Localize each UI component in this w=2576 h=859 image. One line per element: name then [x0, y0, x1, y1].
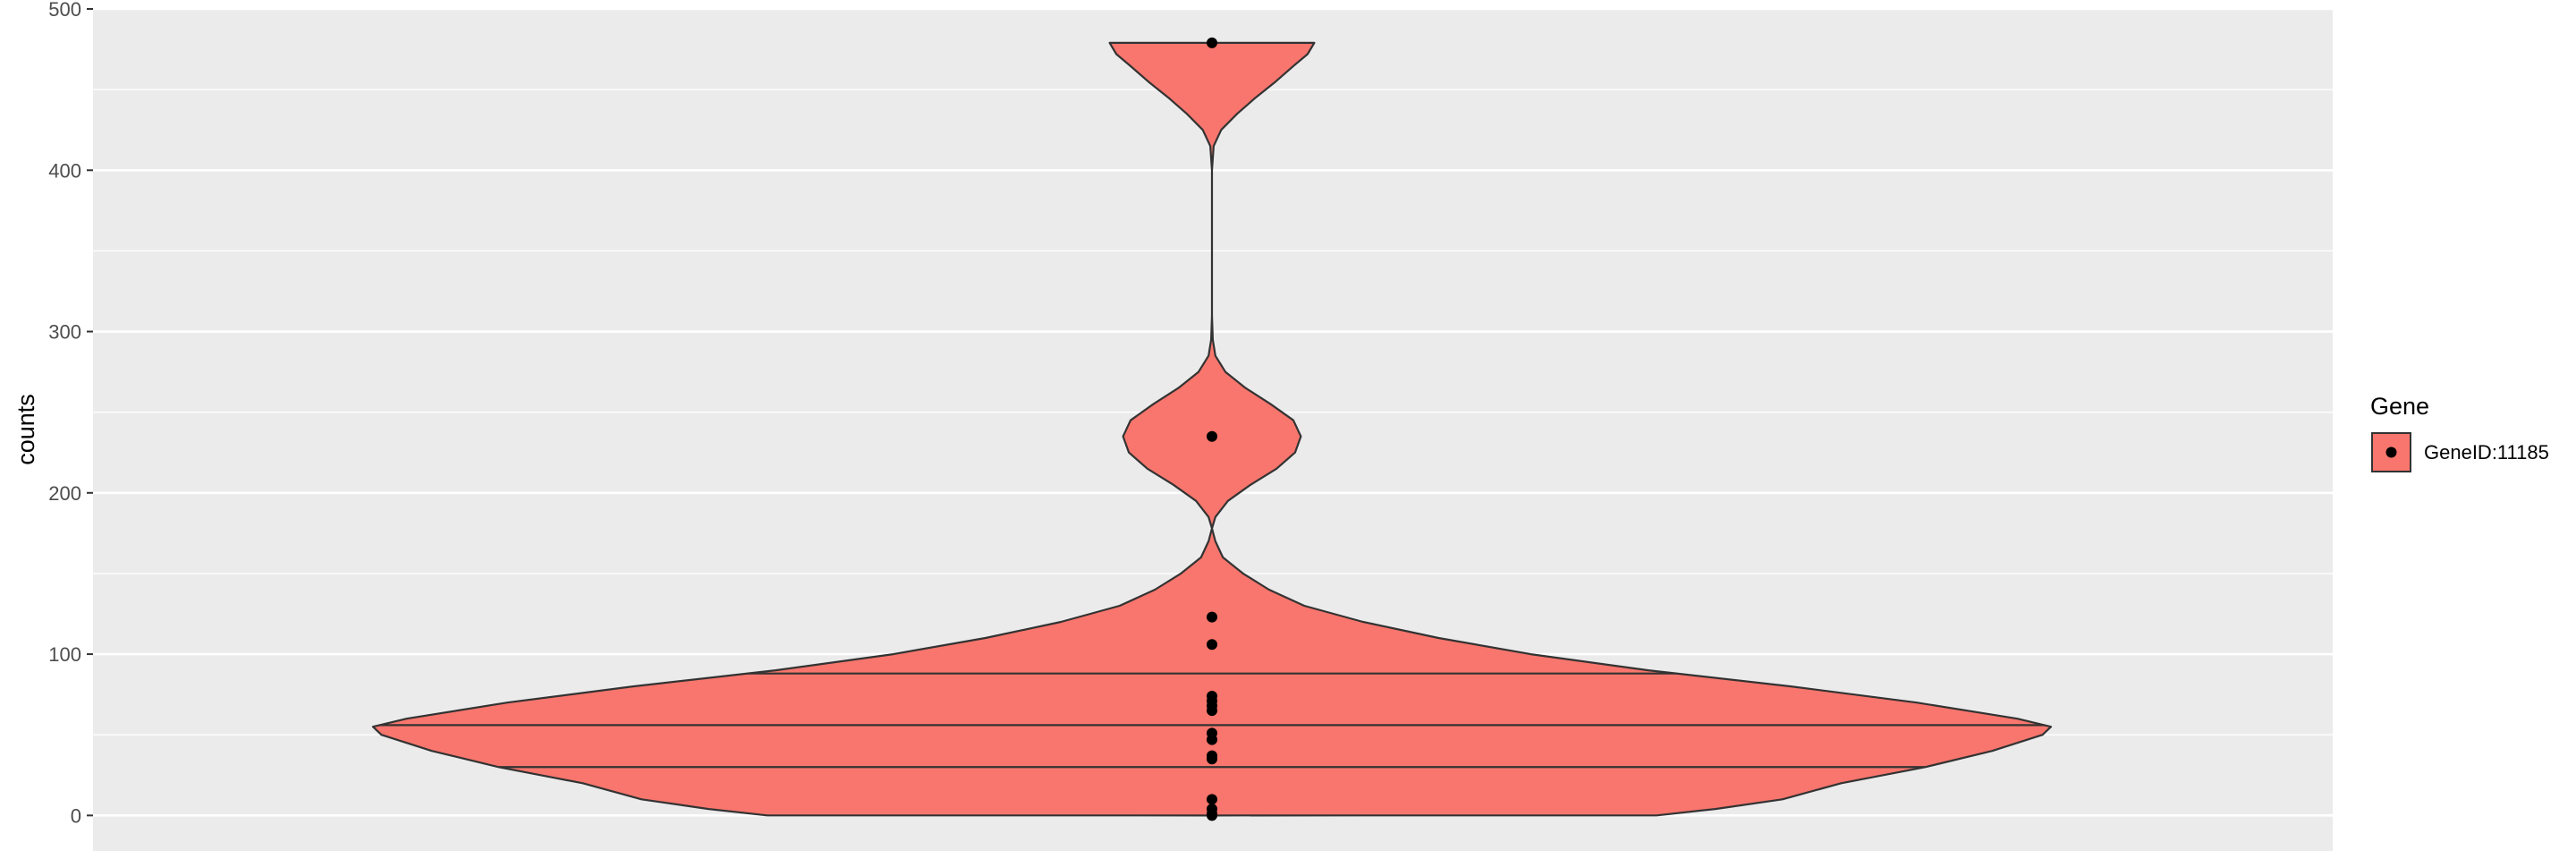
y-axis-title: counts — [13, 394, 39, 465]
data-points — [1207, 37, 1217, 821]
y-tick-label: 400 — [48, 159, 81, 182]
data-point — [1207, 804, 1217, 815]
y-axis: 0 100 200 300 400 500 — [48, 0, 93, 827]
y-tick-label: 200 — [48, 482, 81, 505]
legend-key-point — [2385, 447, 2397, 458]
legend-title: Gene — [2370, 393, 2429, 420]
data-point — [1207, 430, 1217, 442]
data-point — [1207, 611, 1217, 623]
legend-label: GeneID:11185 — [2424, 441, 2549, 464]
y-tick-label: 100 — [48, 643, 81, 666]
y-tick-label: 300 — [48, 321, 81, 344]
data-point — [1207, 37, 1217, 48]
y-tick-label: 0 — [71, 804, 81, 827]
data-point — [1207, 727, 1217, 739]
data-point — [1207, 794, 1217, 805]
data-point — [1207, 639, 1217, 651]
legend: GeneID:11185 — [2371, 432, 2549, 472]
data-point — [1207, 750, 1217, 761]
data-point — [1207, 690, 1217, 702]
y-tick-label: 500 — [48, 0, 81, 21]
